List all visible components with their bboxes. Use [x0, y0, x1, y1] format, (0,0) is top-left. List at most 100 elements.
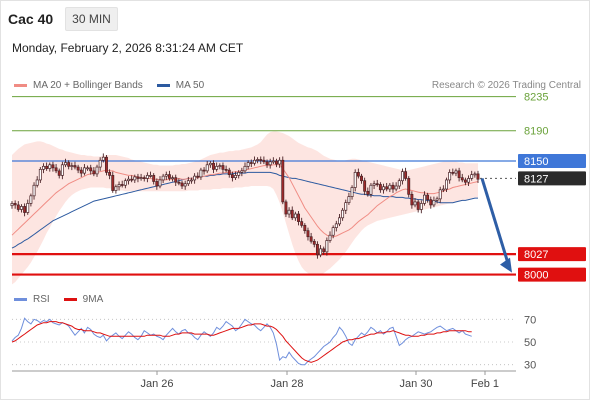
- candle-body: [413, 201, 417, 206]
- x-tick-label: Feb 1: [471, 378, 499, 390]
- candle-body: [139, 177, 143, 180]
- candle-body: [419, 203, 423, 210]
- candle-body: [164, 174, 168, 177]
- candle-body: [353, 172, 357, 188]
- candle-body: [136, 176, 140, 179]
- candle-body: [105, 156, 108, 173]
- x-tick-label: Jan 26: [140, 378, 173, 390]
- candle-body: [237, 172, 241, 176]
- interval-button[interactable]: 30 MIN: [65, 7, 118, 31]
- candle-body: [312, 240, 316, 245]
- candle-body: [473, 173, 477, 176]
- rsi-legend: RSI 9MA: [14, 294, 117, 305]
- candle-body: [215, 165, 219, 170]
- candle-body: [441, 188, 445, 191]
- legend-item-rsi-ma: 9MA: [63, 294, 103, 305]
- candle-body: [108, 172, 112, 176]
- projection-arrowhead: [500, 257, 512, 273]
- candle-body: [467, 178, 471, 183]
- candle-body: [328, 234, 332, 241]
- candle-body: [174, 177, 178, 183]
- candle-body: [42, 165, 45, 170]
- candle-body: [10, 203, 14, 207]
- candle-body: [23, 206, 27, 213]
- candle-body: [13, 203, 17, 206]
- candle-body: [35, 179, 39, 186]
- candle-body: [297, 213, 300, 222]
- candle-body: [338, 217, 341, 225]
- candle-body: [315, 243, 319, 256]
- candle-body: [391, 184, 395, 190]
- candle-body: [76, 166, 80, 171]
- candle-body: [111, 175, 115, 191]
- bollinger-band-area: [12, 131, 478, 285]
- legend-item-rsi: RSI: [14, 294, 50, 305]
- candle-body: [142, 177, 146, 180]
- candle-body: [67, 162, 71, 167]
- candle-body: [268, 161, 272, 166]
- candle-body: [309, 236, 313, 242]
- rsi-swatch: [14, 298, 27, 301]
- candle-body: [227, 169, 231, 175]
- candle-body: [369, 184, 373, 195]
- candle-body: [190, 179, 193, 182]
- candle-body: [167, 174, 171, 179]
- candle-body: [29, 195, 33, 204]
- candle-body: [177, 181, 181, 184]
- candle-body: [243, 165, 247, 172]
- candle-body: [366, 190, 370, 195]
- candle-body: [234, 175, 238, 179]
- candle-body: [407, 178, 411, 195]
- candle-body: [265, 161, 269, 166]
- legend-label-ma20: MA 20 + Bollinger Bands: [33, 80, 143, 91]
- candle-body: [79, 169, 83, 174]
- candle-body: [70, 165, 74, 167]
- candle-body: [19, 206, 23, 210]
- candle-body: [278, 159, 282, 165]
- candle-body: [246, 162, 250, 167]
- candle-body: [155, 181, 159, 187]
- candle-body: [388, 184, 392, 190]
- level-label-8150: 8150: [524, 156, 548, 168]
- candle-body: [224, 168, 228, 171]
- symbol-title: Cac 40: [8, 11, 54, 27]
- candle-body: [101, 156, 105, 161]
- level-tag-8000: [518, 267, 586, 282]
- candle-body: [95, 166, 99, 175]
- candle-body: [180, 182, 184, 187]
- candle-body: [334, 223, 338, 228]
- candle-body: [202, 169, 206, 172]
- candle-body: [293, 213, 297, 219]
- candle-body: [133, 176, 137, 181]
- candle-body: [262, 159, 266, 163]
- title-bar: Cac 40 30 MIN: [8, 7, 118, 31]
- candle-body: [26, 203, 30, 213]
- candle-body: [394, 185, 398, 190]
- level-label-8000: 8000: [524, 270, 548, 282]
- level-tag-8027: [518, 247, 586, 262]
- candle-body: [404, 171, 408, 179]
- candle-body: [89, 167, 93, 172]
- candle-body: [60, 164, 64, 176]
- rsi-line: [11, 317, 472, 366]
- candle-body: [57, 170, 61, 176]
- candle-body: [363, 180, 367, 192]
- candle-body: [438, 189, 442, 200]
- candle-body: [271, 160, 275, 163]
- candle-body: [127, 178, 130, 182]
- candle-body: [322, 248, 326, 253]
- candle-body: [86, 167, 90, 170]
- candle-body: [382, 186, 385, 191]
- candle-body: [331, 227, 335, 236]
- legend-label-ma50: MA 50: [175, 80, 205, 91]
- candle-body: [38, 168, 42, 181]
- candle-body: [208, 162, 212, 166]
- candle-body: [32, 184, 36, 197]
- rsi-tick-50: 50: [524, 337, 536, 349]
- candle-body: [435, 198, 439, 201]
- candle-body: [454, 170, 458, 174]
- timestamp: Monday, February 2, 2026 8:31:24 AM CET: [12, 41, 244, 55]
- legend-item-ma20: MA 20 + Bollinger Bands: [14, 80, 143, 91]
- candle-body: [218, 165, 222, 167]
